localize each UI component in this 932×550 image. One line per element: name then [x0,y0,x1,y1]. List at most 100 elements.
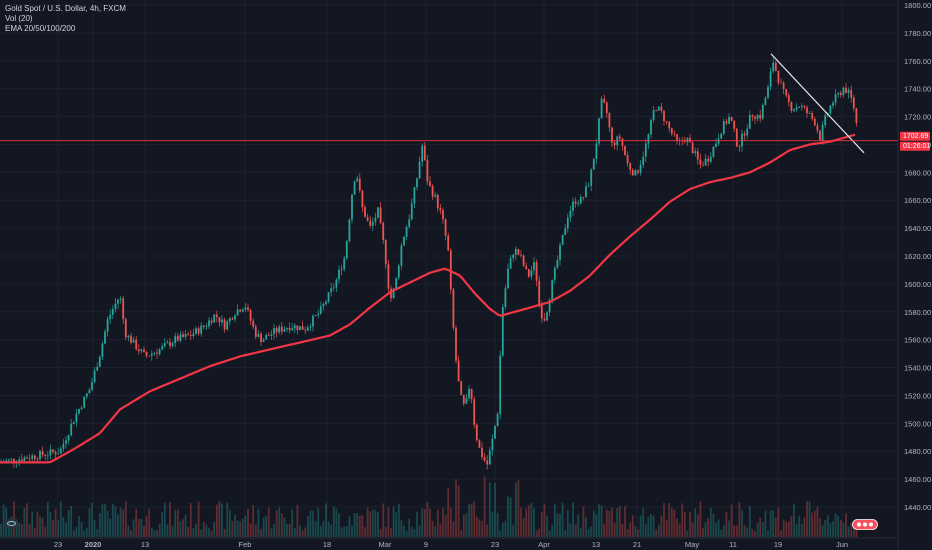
candle-body [137,349,140,352]
volume-bar [681,503,684,537]
volume-bar [806,501,808,537]
candle-body [522,255,525,266]
volume-bar [226,502,229,537]
volume-bar [522,518,525,537]
volume-bar [824,520,827,537]
volume-bar [715,522,717,537]
volume-bar [218,501,221,537]
volume-bar [132,519,135,537]
volume-bar [421,508,424,537]
candle-body [468,388,470,398]
candle-body [722,121,725,134]
volume-bar [525,508,528,537]
volume-bar [330,524,333,537]
volume-bar [187,526,190,537]
candle-body [171,343,174,346]
volume-bar [631,515,634,537]
candle-body [106,319,109,332]
candle-body [442,210,444,220]
candle-body [418,161,421,179]
candle-body [88,389,91,394]
volume-bar [174,509,177,537]
volume-bar [475,516,478,537]
candle-body [618,136,621,139]
volume-bar [392,506,395,537]
candle-body [600,98,603,119]
volume-bar [182,519,184,537]
candle-body [306,327,309,331]
tradingview-logo-icon[interactable] [5,519,18,528]
candle-body [481,447,483,458]
volume-bar [169,502,171,537]
candle-body [647,134,650,144]
volume-bar [231,521,234,537]
y-tick-label: 1740.00 [904,85,931,94]
volume-bar [478,519,481,537]
volume-bar [257,509,260,537]
volume-bar [429,508,431,537]
volume-bar [59,501,62,537]
candle-body [158,349,161,354]
candle-body [655,110,658,111]
candle-body [767,86,769,98]
candle-body [325,301,327,305]
candle-body [239,309,242,312]
volume-bar [592,510,595,537]
chart-legend[interactable]: Gold Spot / U.S. Dollar, 4h, FXCM Vol (2… [5,4,126,34]
candle-body [54,452,57,455]
volume-bar [405,530,408,537]
volume-bar [70,506,73,537]
volume-bar [65,523,67,537]
candle-body [423,145,426,161]
candle-body [546,312,548,321]
x-tick-label: 11 [729,540,737,549]
volume-bar [608,511,611,537]
volume-bar [652,515,655,537]
volume-bar [408,518,411,537]
volume-bar [262,517,265,537]
volume-bar [613,522,616,537]
candle-body [673,133,676,135]
candle-body [824,115,827,126]
symbol-title[interactable]: Gold Spot / U.S. Dollar, 4h, FXCM [5,4,126,13]
volume-bar [683,511,686,537]
volume-indicator-label[interactable]: Vol (20) [5,14,33,23]
y-tick-label: 1680.00 [904,168,931,177]
volume-bar [171,526,174,537]
time-axis[interactable]: 23 2020 13 Feb 18 Mar 9 23 Apr 13 21 May 11 19 Jun [54,540,848,549]
candle-body [585,186,587,198]
candle-body [715,143,717,147]
volume-bar [208,528,210,537]
candle-body [179,334,182,341]
volume-bar [319,525,322,537]
candle-body [650,119,652,135]
candle-body [345,241,348,259]
candle-body [247,307,249,310]
volume-bar [88,508,91,537]
candle-body [226,321,229,330]
volume-bar [733,525,736,537]
candle-body [735,128,738,147]
volume-bar [634,526,637,537]
candle-body [130,335,132,343]
candle-body [403,236,405,246]
candle-body [218,317,221,323]
volume-bar [215,504,218,537]
volume-bar [780,530,782,537]
dividends-badge-icon[interactable] [852,519,878,530]
candle-body [319,306,322,314]
volume-bar [639,515,642,537]
trendline[interactable] [770,53,865,154]
candle-body [800,105,803,108]
candle-body [845,87,847,93]
volume-bar [127,525,130,537]
volume-bar [709,507,712,537]
volume-bar [444,514,447,537]
candle-body [317,313,320,315]
ema-indicator-label[interactable]: EMA 20/50/100/200 [5,24,76,33]
volume-bar [764,510,767,537]
volume-bar [119,507,122,537]
candle-body [754,116,756,119]
candle-body [153,352,156,354]
